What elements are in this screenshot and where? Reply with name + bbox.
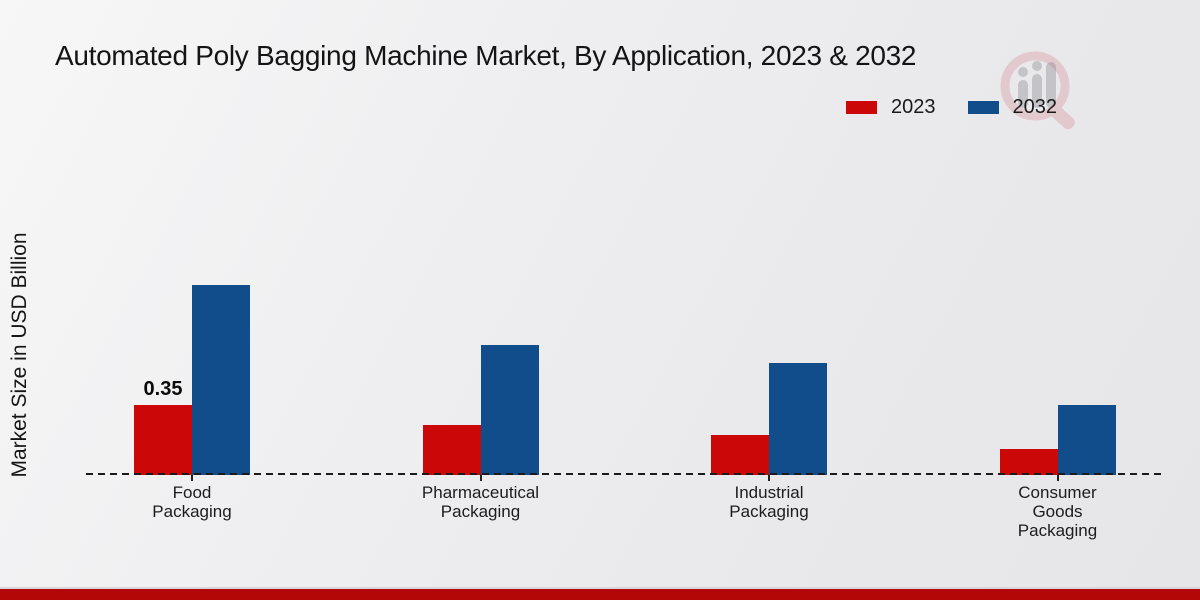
category-label-industrial-packaging: Industrial Packaging <box>729 483 809 521</box>
footer-accent-strip <box>0 587 1200 600</box>
chart-magnifier-logo-watermark-icon <box>1000 51 1075 130</box>
bar-2032-consumer-goods-packaging <box>1057 405 1116 475</box>
legend: 2023 2032 <box>846 96 1057 119</box>
bar-2032-industrial-packaging <box>769 363 827 475</box>
bar-2023-food-packaging <box>134 405 192 475</box>
x-axis-tick <box>479 475 482 481</box>
chart-title: Automated Poly Bagging Machine Market, B… <box>55 40 917 71</box>
legend-label-2023: 2023 <box>891 96 936 118</box>
bar-2032-pharmaceutical-packaging <box>480 345 539 475</box>
category-label-pharmaceutical-packaging: Pharmaceutical Packaging <box>421 483 540 521</box>
legend-swatch-2023 <box>846 101 877 114</box>
x-axis-tick <box>768 475 770 481</box>
bar-value-label: 0.35 <box>143 378 183 400</box>
legend-item-2023: 2023 <box>846 96 936 119</box>
category-label-consumer-goods-packaging: Consumer Goods Packaging <box>1017 483 1098 540</box>
legend-label-2032: 2032 <box>1012 96 1058 118</box>
x-axis-tick <box>191 475 193 481</box>
bar-2023-industrial-packaging <box>711 435 769 475</box>
category-label-food-packaging: Food Packaging <box>152 483 232 521</box>
legend-item-2032: 2032 <box>967 96 1058 119</box>
bar-2032-food-packaging <box>192 285 250 475</box>
bar-2023-pharmaceutical-packaging <box>422 425 481 475</box>
x-axis-tick <box>1056 475 1059 481</box>
legend-swatch-2032 <box>967 101 999 114</box>
x-axis-baseline <box>86 473 1164 475</box>
bar-2023-consumer-goods-packaging <box>999 449 1058 475</box>
